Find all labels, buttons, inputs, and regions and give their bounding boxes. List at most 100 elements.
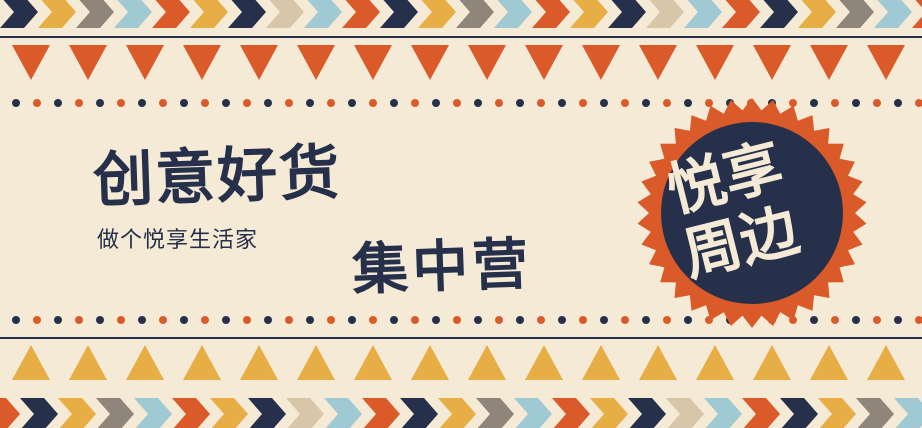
dot xyxy=(789,99,797,107)
triangle xyxy=(468,45,506,80)
dot xyxy=(369,316,377,324)
chevron xyxy=(874,0,912,28)
triangle xyxy=(411,45,449,80)
chevron xyxy=(532,0,570,28)
dot xyxy=(537,99,545,107)
chevron xyxy=(552,398,590,428)
dot xyxy=(621,99,629,107)
chevron xyxy=(76,0,114,28)
dot xyxy=(579,316,587,324)
chevron xyxy=(342,0,380,28)
divider-line-bottom xyxy=(0,337,922,339)
dot xyxy=(894,316,902,324)
chevron xyxy=(666,398,704,428)
triangle xyxy=(867,45,905,80)
dot xyxy=(537,316,545,324)
chevron xyxy=(780,398,818,428)
dot xyxy=(642,99,650,107)
chevron xyxy=(570,0,608,28)
dot xyxy=(390,316,398,324)
triangle xyxy=(126,345,164,380)
chevron xyxy=(628,398,666,428)
chevron xyxy=(456,0,494,28)
chevron xyxy=(742,398,780,428)
dot xyxy=(159,99,167,107)
triangle xyxy=(582,345,620,380)
chevron xyxy=(210,398,248,428)
dot xyxy=(285,316,293,324)
chevron xyxy=(304,0,342,28)
dot xyxy=(117,316,125,324)
focus-title: 集中营 xyxy=(351,231,534,304)
dot xyxy=(705,99,713,107)
dot xyxy=(474,99,482,107)
dot xyxy=(642,316,650,324)
dot xyxy=(117,99,125,107)
dot xyxy=(432,99,440,107)
headline: 创意好货 xyxy=(92,137,343,217)
dot xyxy=(243,316,251,324)
dot xyxy=(663,99,671,107)
chevron xyxy=(722,0,760,28)
triangle xyxy=(297,45,335,80)
chevron xyxy=(0,0,38,28)
triangle xyxy=(696,345,734,380)
dot xyxy=(201,316,209,324)
dot xyxy=(684,316,692,324)
triangle xyxy=(411,345,449,380)
chevron xyxy=(476,398,514,428)
dot xyxy=(348,316,356,324)
dot xyxy=(75,99,83,107)
dot xyxy=(873,316,881,324)
chevron xyxy=(760,0,798,28)
triangle xyxy=(696,45,734,80)
dot xyxy=(894,99,902,107)
triangle xyxy=(240,45,278,80)
dot xyxy=(810,316,818,324)
dot xyxy=(411,99,419,107)
subline: 做个悦享生活家 xyxy=(97,228,259,253)
dot xyxy=(348,99,356,107)
dot xyxy=(516,316,524,324)
dot xyxy=(453,316,461,324)
chevron xyxy=(494,0,532,28)
triangle xyxy=(753,45,791,80)
chevron xyxy=(324,398,362,428)
chevron xyxy=(608,0,646,28)
dot xyxy=(411,316,419,324)
triangle xyxy=(468,345,506,380)
chevron xyxy=(894,398,922,428)
dot xyxy=(495,99,503,107)
chevron xyxy=(228,0,266,28)
dot xyxy=(831,99,839,107)
divider-line-top xyxy=(0,36,922,38)
dot xyxy=(138,316,146,324)
triangle xyxy=(69,345,107,380)
chevron xyxy=(912,0,922,28)
dot xyxy=(222,316,230,324)
chevron xyxy=(856,398,894,428)
chevron xyxy=(514,398,552,428)
triangle xyxy=(183,45,221,80)
triangle xyxy=(525,345,563,380)
chevron xyxy=(152,0,190,28)
dot xyxy=(831,316,839,324)
dot xyxy=(180,316,188,324)
triangle xyxy=(12,45,50,80)
dot xyxy=(558,99,566,107)
badge-circle xyxy=(661,122,843,304)
dot xyxy=(327,316,335,324)
dot xyxy=(12,316,20,324)
dot xyxy=(327,99,335,107)
dot xyxy=(222,99,230,107)
triangle xyxy=(753,345,791,380)
chevron xyxy=(590,398,628,428)
dot xyxy=(915,316,922,324)
chevron xyxy=(248,398,286,428)
chevron xyxy=(20,398,58,428)
triangle xyxy=(810,45,848,80)
dot xyxy=(33,99,41,107)
triangle xyxy=(582,45,620,80)
dot xyxy=(33,316,41,324)
